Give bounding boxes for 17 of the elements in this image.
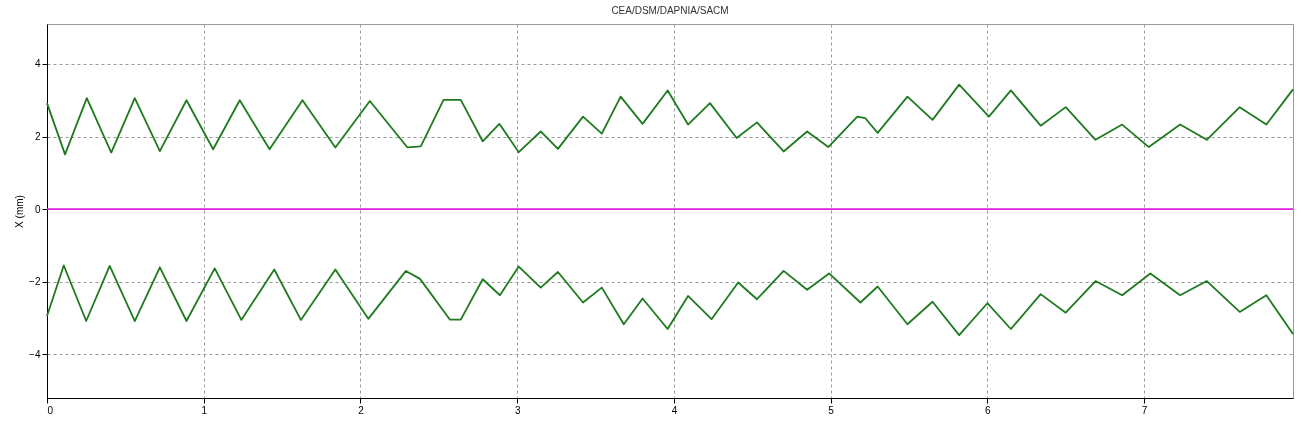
chart-title: CEA/DSM/DAPNIA/SACM xyxy=(611,5,729,16)
y-tick-label: −4 xyxy=(29,348,41,360)
y-tick-label: 4 xyxy=(34,58,41,70)
y-tick-label: −2 xyxy=(29,276,41,288)
x-tick-label: 6 xyxy=(985,404,992,416)
x-tick-label: 2 xyxy=(358,404,365,416)
x-tick-label: 4 xyxy=(671,404,678,416)
x-tick-label: 5 xyxy=(828,404,835,416)
line-series xyxy=(46,264,1294,337)
line-series xyxy=(46,83,1294,156)
y-axis-title: X (mm) xyxy=(14,195,26,228)
y-tick-label: 0 xyxy=(34,203,41,215)
x-tick-label: 3 xyxy=(514,404,521,416)
x-tick-label: 1 xyxy=(201,404,208,416)
y-tick-label: 2 xyxy=(34,131,41,143)
x-tick-label: 0 xyxy=(47,404,54,416)
x-tick-label: 7 xyxy=(1141,404,1148,416)
